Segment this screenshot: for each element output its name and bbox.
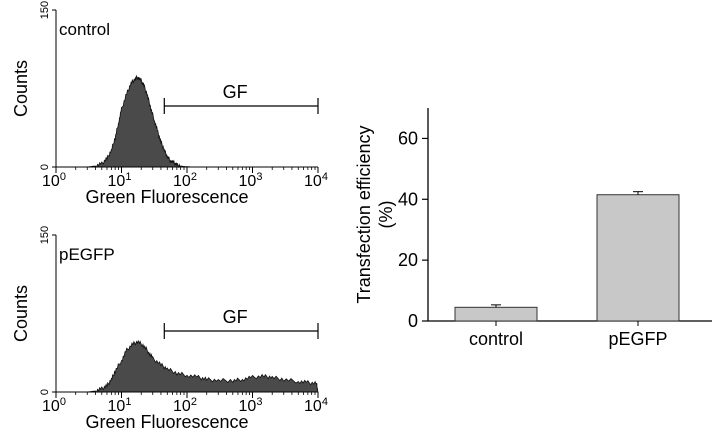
bar-pEGFP bbox=[596, 194, 680, 322]
y-tick-label: 0 bbox=[408, 311, 418, 331]
x-axis-title: Green Fluorescence bbox=[85, 412, 248, 432]
y-tick-label: 40 bbox=[398, 189, 418, 209]
y-axis-title-line: Transfection efficiency bbox=[354, 125, 374, 303]
y-tick-label: 20 bbox=[398, 250, 418, 270]
histogram-area bbox=[87, 74, 193, 169]
x-tick-label: pEGFP bbox=[608, 329, 667, 349]
y-tick-label: 0 bbox=[39, 389, 51, 395]
bar-control bbox=[454, 306, 538, 322]
y-tick-label: 150 bbox=[39, 226, 51, 244]
histogram-area bbox=[87, 339, 319, 393]
y-tick-label: 0 bbox=[39, 164, 51, 170]
gate-label: GF bbox=[223, 307, 248, 327]
x-tick-label: control bbox=[469, 329, 523, 349]
x-tick-label: 100 bbox=[42, 396, 66, 415]
x-tick-exponent: 1 bbox=[125, 396, 131, 408]
x-axis-title: Green Fluorescence bbox=[85, 187, 248, 207]
panel-label: control bbox=[59, 20, 110, 39]
panel-label: pEGFP bbox=[59, 245, 115, 264]
x-tick-exponent: 2 bbox=[191, 171, 197, 183]
y-axis-title: Counts bbox=[11, 285, 31, 342]
y-axis-title-line: (%) bbox=[376, 201, 396, 229]
x-tick-label: 104 bbox=[304, 396, 328, 415]
x-tick-exponent: 0 bbox=[60, 171, 66, 183]
y-tick-label: 150 bbox=[39, 1, 51, 19]
y-axis-title: Counts bbox=[11, 60, 31, 117]
gate-label: GF bbox=[223, 82, 248, 102]
x-tick-label: 104 bbox=[304, 171, 328, 190]
bar-chart: 0 20 40 60 control pEGFP Transfection efficien… bbox=[354, 108, 712, 349]
x-tick-exponent: 2 bbox=[191, 396, 197, 408]
x-tick-exponent: 4 bbox=[322, 396, 328, 408]
x-tick-exponent: 3 bbox=[256, 171, 262, 183]
x-tick-label: 100 bbox=[42, 171, 66, 190]
y-tick-label: 60 bbox=[398, 128, 418, 148]
y-axis-title: Transfection efficiency (%) bbox=[354, 125, 396, 303]
x-tick-exponent: 3 bbox=[256, 396, 262, 408]
x-tick-exponent: 0 bbox=[60, 396, 66, 408]
x-tick-exponent: 1 bbox=[125, 171, 131, 183]
x-tick-exponent: 4 bbox=[322, 171, 328, 183]
